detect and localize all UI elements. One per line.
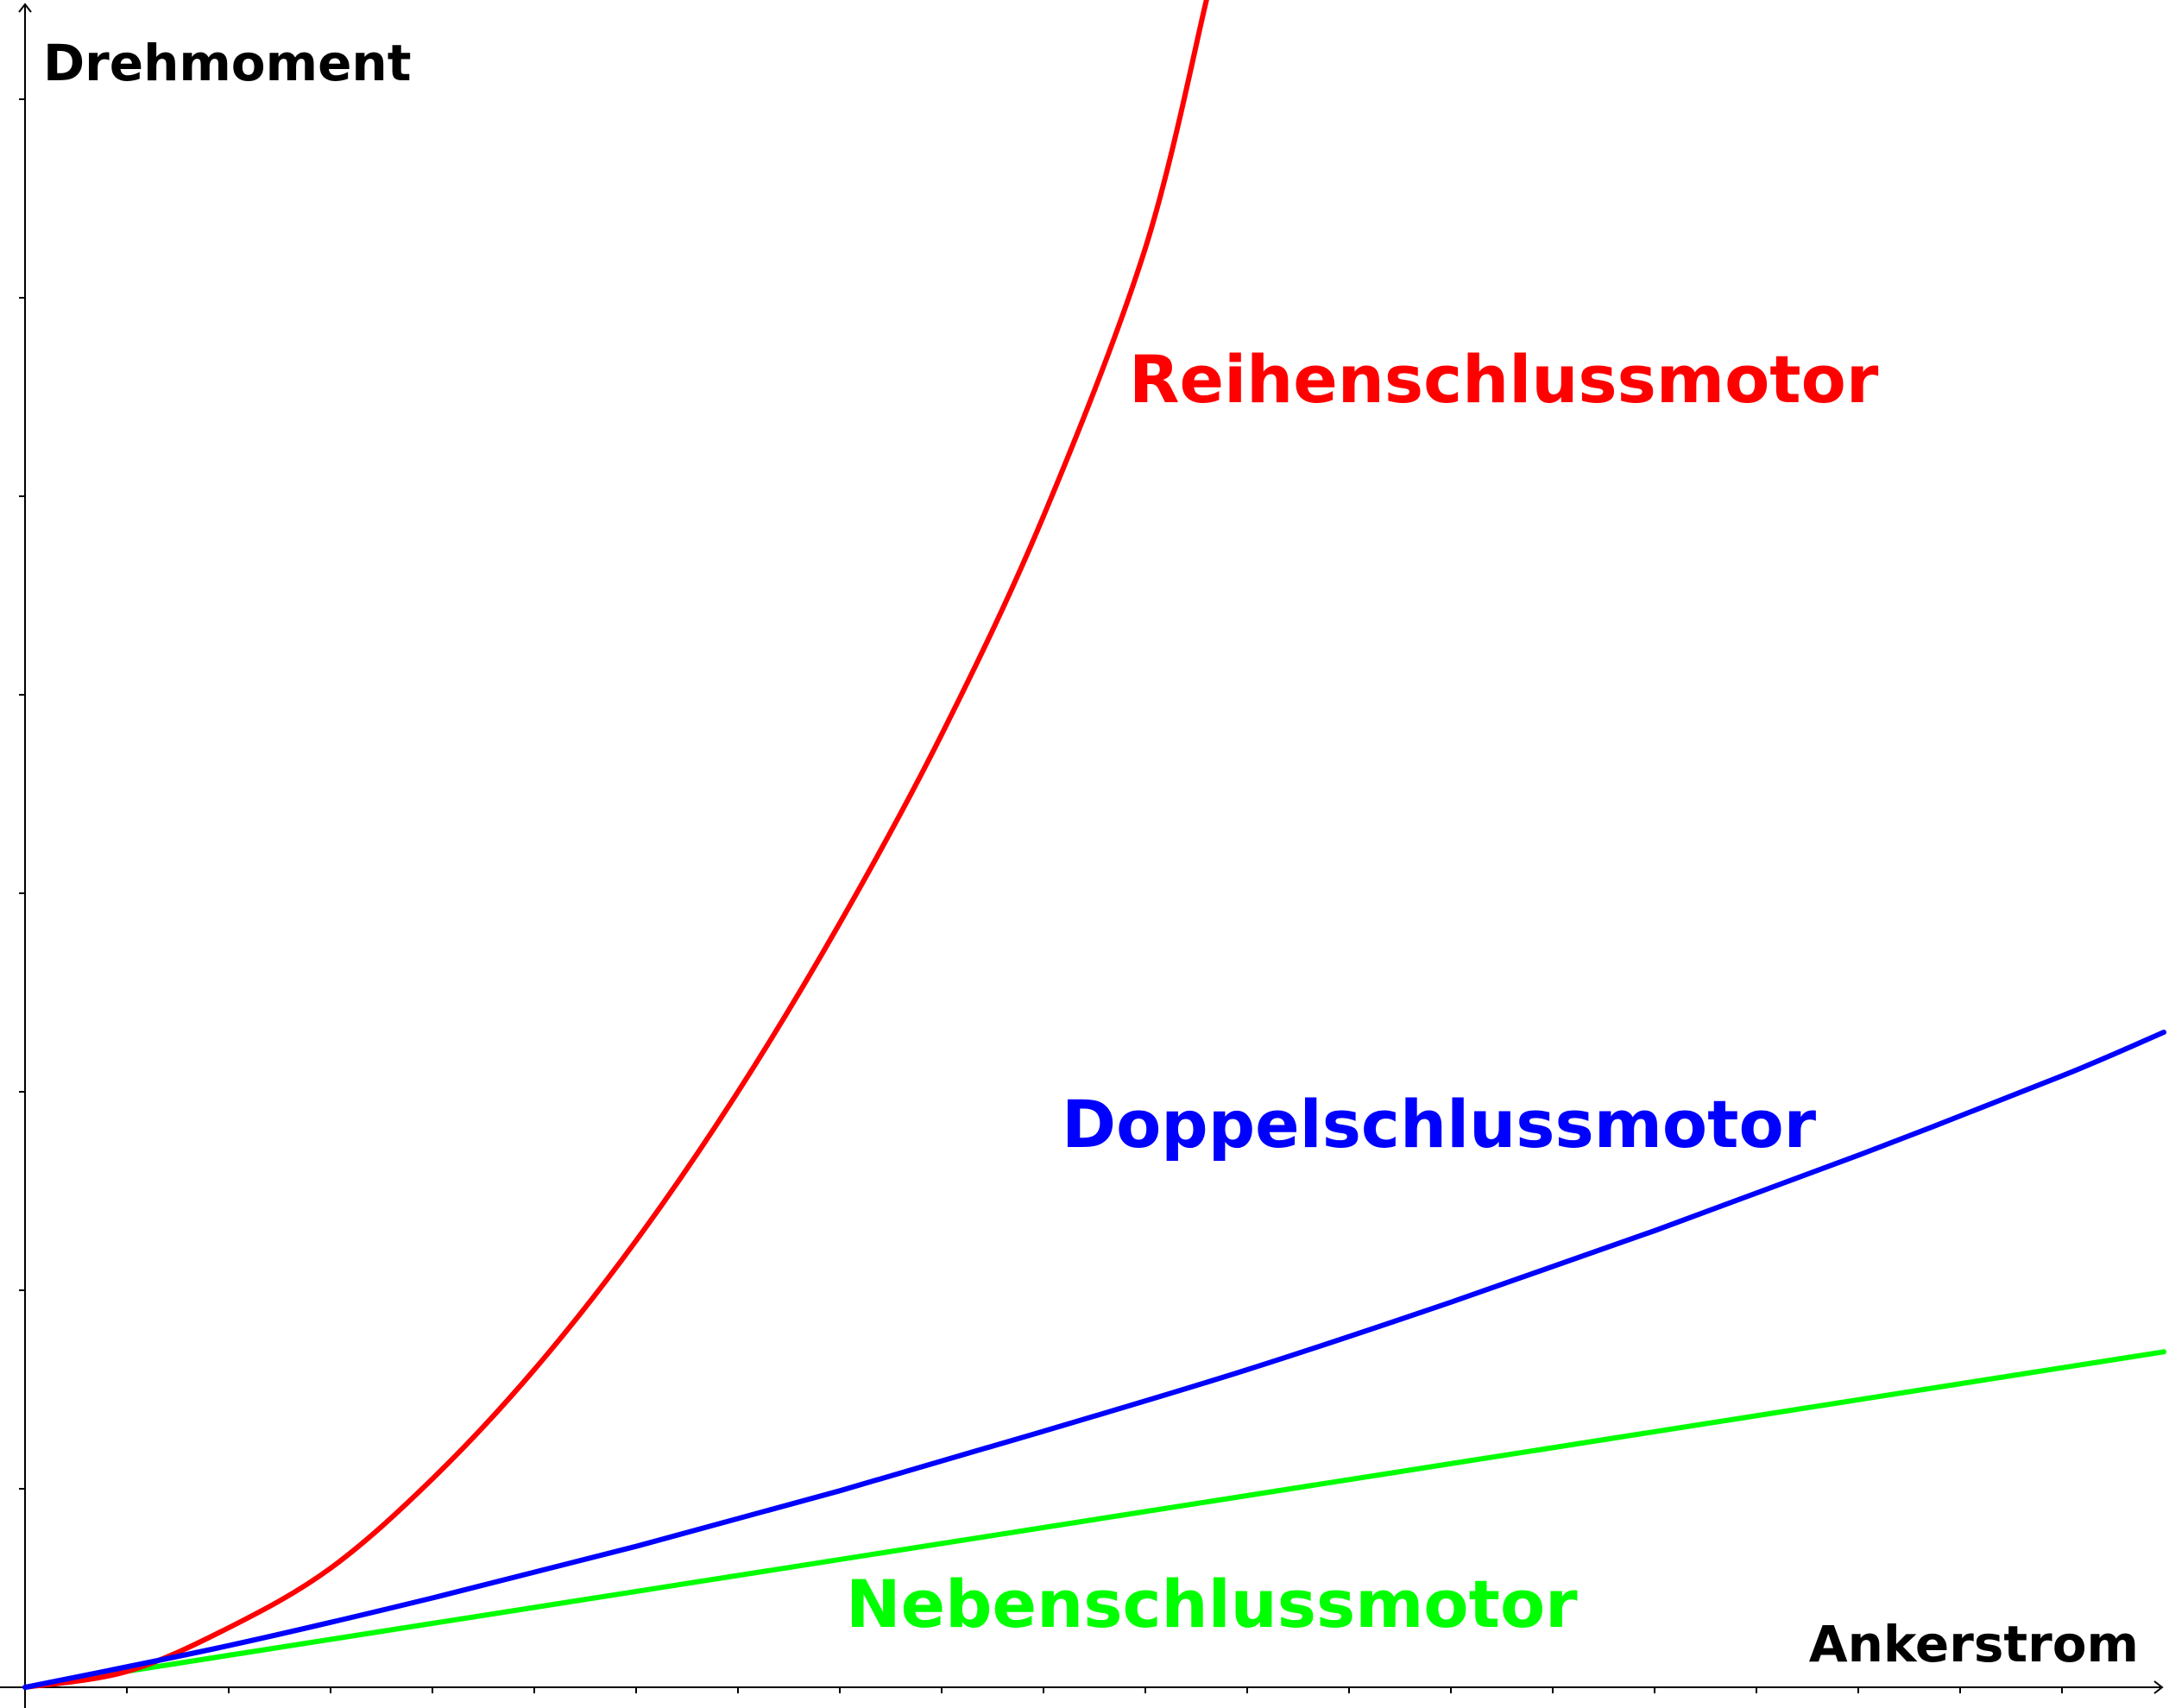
series-label-nebenschlussmotor: Nebenschlussmotor	[846, 1566, 1578, 1642]
x-axis-arrow	[2153, 1680, 2164, 1694]
series-lines	[22, 0, 2166, 1690]
series-line-reihenschlussmotor	[22, 0, 1209, 1690]
series-label-doppelschlussmotor: Doppelschlussmotor	[1062, 1086, 1817, 1163]
x-axis-title: Ankerstrom	[1809, 1615, 2139, 1673]
axes	[0, 3, 2164, 1708]
y-axis-title: Drehmoment	[43, 34, 411, 92]
series-line-nebenschlussmotor	[22, 1349, 2166, 1690]
series-line-doppelschlussmotor	[22, 1030, 2166, 1690]
x-ticks	[126, 1687, 2063, 1693]
y-ticks	[19, 98, 25, 1490]
y-axis-arrow	[18, 3, 32, 13]
series-label-reihenschlussmotor: Reihenschlussmotor	[1129, 341, 1879, 418]
